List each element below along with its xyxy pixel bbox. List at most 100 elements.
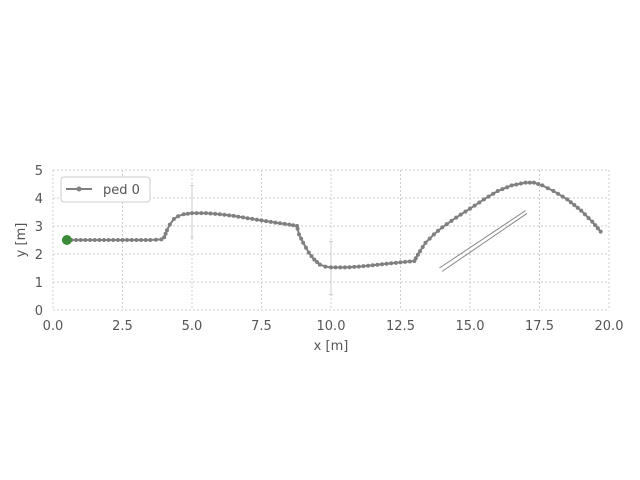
- series-point: [317, 262, 322, 267]
- series-point: [125, 238, 130, 242]
- series-point: [254, 217, 259, 222]
- series-point: [472, 203, 477, 208]
- series-point: [333, 265, 338, 270]
- series-point: [217, 212, 222, 217]
- series-point: [579, 208, 584, 213]
- series-point: [361, 264, 366, 269]
- series-point: [199, 211, 204, 216]
- series-point: [403, 259, 408, 264]
- series-point: [74, 238, 79, 242]
- series-point: [407, 259, 412, 264]
- series-point: [495, 189, 500, 193]
- series-point: [352, 264, 357, 269]
- series-point: [572, 203, 577, 207]
- series-point: [545, 186, 550, 191]
- series-point: [194, 211, 199, 216]
- series-point: [536, 182, 541, 186]
- series-point: [301, 240, 306, 245]
- series-point: [148, 238, 153, 242]
- series-point: [222, 212, 227, 217]
- series-point: [115, 238, 120, 242]
- series-point: [449, 218, 454, 223]
- series-point: [505, 185, 510, 190]
- series-point: [92, 238, 97, 242]
- x-tick-label: 10.0: [317, 319, 346, 334]
- y-axis-label: y [m]: [14, 223, 29, 258]
- series-point: [509, 183, 514, 188]
- series-point: [527, 180, 532, 185]
- series-point: [598, 229, 603, 234]
- series-point: [384, 261, 389, 266]
- series-point: [500, 187, 505, 192]
- series-point: [440, 225, 445, 230]
- obstacle-line: [439, 210, 526, 269]
- series-point: [338, 265, 343, 270]
- x-tick-label: 7.5: [251, 319, 272, 334]
- series-point: [171, 217, 176, 221]
- series-point: [586, 216, 591, 221]
- series-point: [102, 238, 106, 242]
- series-point: [273, 220, 278, 225]
- series-point: [477, 200, 482, 205]
- x-tick-label: 2.5: [112, 319, 133, 334]
- series-point: [423, 240, 428, 245]
- series-point: [398, 260, 403, 265]
- y-tick-label: 3: [35, 220, 43, 235]
- series-point: [582, 212, 587, 217]
- series-point: [134, 238, 139, 242]
- series-point: [291, 223, 296, 228]
- series-point: [454, 215, 459, 220]
- series-point: [268, 219, 273, 224]
- series-point: [342, 265, 347, 270]
- series-point: [312, 257, 317, 262]
- series-point: [162, 235, 167, 240]
- x-tick-label: 20.0: [595, 319, 624, 334]
- series-point: [356, 264, 361, 269]
- legend-box: [60, 176, 151, 203]
- series-point: [329, 265, 333, 270]
- series-point: [143, 238, 148, 242]
- series-point: [486, 194, 491, 199]
- y-tick-label: 1: [35, 276, 43, 291]
- series-point: [565, 197, 570, 202]
- series-point: [468, 206, 472, 211]
- series-point: [185, 211, 190, 216]
- series-point: [556, 191, 560, 196]
- series-point: [551, 189, 556, 193]
- series-point: [299, 236, 304, 241]
- series-point: [436, 228, 440, 233]
- series-point: [241, 215, 245, 220]
- series-point: [106, 238, 111, 242]
- series-point: [590, 219, 595, 224]
- y-tick-label: 2: [35, 248, 43, 263]
- series-point: [393, 260, 398, 265]
- series-point: [190, 211, 194, 216]
- series-point: [420, 245, 425, 249]
- y-tick-labels: 0 1 2 3 4 5: [35, 164, 43, 319]
- series-point: [347, 265, 352, 270]
- series-point: [323, 264, 328, 269]
- series-point: [78, 238, 83, 242]
- series-point: [523, 180, 528, 185]
- series-point: [278, 221, 282, 226]
- series-point: [514, 182, 519, 187]
- series-point: [304, 245, 308, 250]
- series-point: [444, 222, 449, 227]
- obstacle-line: [441, 212, 528, 272]
- series-point: [176, 214, 181, 219]
- series-point: [167, 222, 172, 227]
- y-tick-label: 4: [35, 192, 43, 207]
- x-tick-labels: 0.0 2.5 5.0 7.5 10.0 12.5 15.0 17.5 20.0: [43, 319, 624, 334]
- series-point: [181, 212, 186, 217]
- x-tick-label: 12.5: [386, 319, 415, 334]
- legend-marker: [76, 186, 82, 192]
- series-point: [250, 216, 255, 221]
- series-point: [264, 219, 269, 224]
- series-point: [481, 197, 486, 202]
- series-point: [139, 238, 143, 242]
- series-point: [568, 200, 573, 205]
- series-point: [315, 260, 320, 265]
- series-point: [491, 191, 496, 196]
- series-point: [595, 226, 600, 231]
- series-point: [560, 194, 565, 199]
